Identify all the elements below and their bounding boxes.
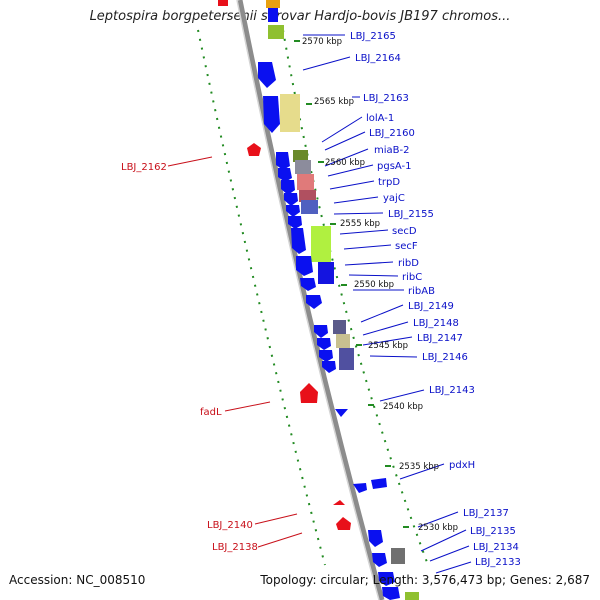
kbp-labels: 2570 kbp 2565 kbp 2560 kbp 2555 kbp 2550… [302, 37, 458, 533]
gene-label-pgsa-1[interactable]: pgsA-1 [377, 161, 412, 172]
reverse-gene-labels: LBJ_2162 fadL LBJ_2140 LBJ_2138 [121, 162, 258, 553]
kbp-label: 2530 kbp [418, 523, 458, 533]
feature-tracks [266, 0, 419, 600]
kbp-label: 2550 kbp [354, 280, 394, 290]
gene-label-lbj-2133[interactable]: LBJ_2133 [475, 557, 521, 568]
gene-label-lbj-2146[interactable]: LBJ_2146 [422, 352, 468, 363]
gene-label-lbj-2147[interactable]: LBJ_2147 [417, 333, 463, 344]
chromosome-backbone-highlight [236, 0, 380, 600]
reverse-gene-arrows [218, 0, 351, 530]
kbp-label: 2555 kbp [340, 219, 380, 229]
kbp-label: 2570 kbp [302, 37, 342, 47]
gene-label-pdxh[interactable]: pdxH [449, 460, 475, 471]
gene-label-lola-1[interactable]: lolA-1 [366, 113, 394, 124]
gene-label-secf[interactable]: secF [395, 241, 418, 252]
map-title: Leptospira borgpetersenii serovar Hardjo… [89, 9, 511, 24]
kbp-label: 2560 kbp [325, 158, 365, 168]
chromosome-backbone [237, 0, 385, 600]
gene-label-lbj-2164[interactable]: LBJ_2164 [355, 53, 401, 64]
gene-label-trpd[interactable]: trpD [378, 177, 400, 188]
gene-label-fadl[interactable]: fadL [200, 407, 222, 418]
gene-label-lbj-2149[interactable]: LBJ_2149 [408, 301, 454, 312]
gene-label-lbj-2148[interactable]: LBJ_2148 [413, 318, 459, 329]
forward-label-connectors [302, 34, 472, 574]
reverse-label-connectors [167, 156, 303, 548]
gene-label-ribd[interactable]: ribD [398, 258, 419, 269]
gene-label-lbj-2135[interactable]: LBJ_2135 [470, 526, 516, 537]
topology-label: Topology: circular; Length: 3,576,473 bp… [260, 573, 590, 587]
kbp-label: 2545 kbp [368, 341, 408, 351]
gene-label-yajc[interactable]: yajC [383, 193, 405, 204]
gene-label-lbj-2143[interactable]: LBJ_2143 [429, 385, 475, 396]
gene-label-lbj-2163[interactable]: LBJ_2163 [363, 93, 409, 104]
kbp-label: 2540 kbp [383, 402, 423, 412]
major-ticks [294, 40, 409, 528]
gene-label-ribc[interactable]: ribC [402, 272, 422, 283]
gene-label-lbj-2160[interactable]: LBJ_2160 [369, 128, 415, 139]
gene-label-lbj-2138[interactable]: LBJ_2138 [212, 542, 258, 553]
gene-label-ribab[interactable]: ribAB [408, 286, 435, 297]
gene-label-lbj-2137[interactable]: LBJ_2137 [463, 508, 509, 519]
gene-label-secd[interactable]: secD [392, 226, 417, 237]
gene-label-lbj-2155[interactable]: LBJ_2155 [388, 209, 434, 220]
gene-label-lbj-2162[interactable]: LBJ_2162 [121, 162, 167, 173]
gene-label-miab-2[interactable]: miaB-2 [374, 145, 409, 156]
kbp-label: 2535 kbp [399, 462, 439, 472]
accession-label: Accession: NC_008510 [9, 573, 146, 587]
forward-gene-arrows [258, 8, 400, 600]
gene-label-lbj-2165[interactable]: LBJ_2165 [350, 31, 396, 42]
gene-label-lbj-2140[interactable]: LBJ_2140 [207, 520, 253, 531]
kbp-label: 2565 kbp [314, 97, 354, 107]
forward-gene-labels: LBJ_2165 LBJ_2164 LBJ_2163 lolA-1 LBJ_21… [350, 31, 521, 568]
gene-label-lbj-2134[interactable]: LBJ_2134 [473, 542, 519, 553]
